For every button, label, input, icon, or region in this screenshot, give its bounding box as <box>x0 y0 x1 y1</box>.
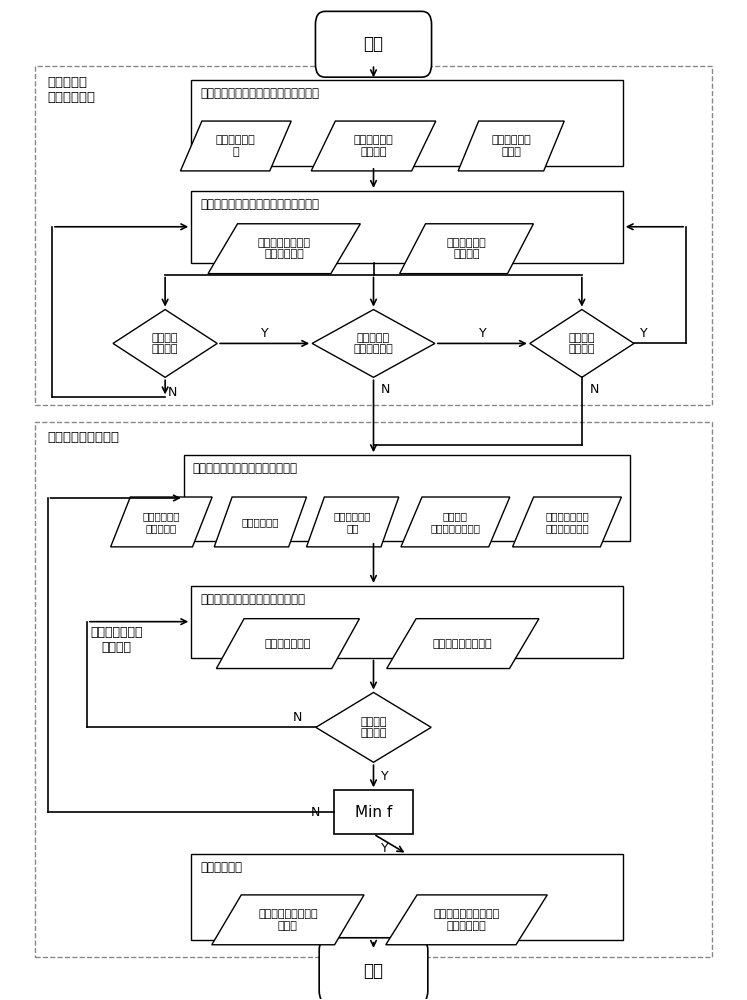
Polygon shape <box>400 224 533 274</box>
Text: 用户侧各终端用户最优
负荷削减方案: 用户侧各终端用户最优 负荷削减方案 <box>433 909 500 931</box>
Text: 能源设备技经
参数: 能源设备技经 参数 <box>334 511 371 533</box>
Polygon shape <box>181 121 291 171</box>
Text: Y: Y <box>261 327 268 340</box>
Polygon shape <box>530 310 634 377</box>
Text: Y: Y <box>381 770 388 783</box>
Polygon shape <box>387 619 539 669</box>
Polygon shape <box>458 121 564 171</box>
Text: 供能侧能量流动模型: 供能侧能量流动模型 <box>48 431 120 444</box>
Text: 区域内能源资
源禀赋参数: 区域内能源资 源禀赋参数 <box>143 511 180 533</box>
Text: 各用户用能类
型: 各用户用能类 型 <box>216 135 255 157</box>
Text: 各用户可削减负荷
的逐时削减率: 各用户可削减负荷 的逐时削减率 <box>258 238 311 259</box>
Text: 用户侧负荷
削减响应模型: 用户侧负荷 削减响应模型 <box>48 76 96 104</box>
Polygon shape <box>312 310 435 377</box>
Polygon shape <box>316 692 431 762</box>
Text: 供能侧能源系统模型决策变量赋值: 供能侧能源系统模型决策变量赋值 <box>200 593 305 606</box>
Polygon shape <box>113 310 217 377</box>
Text: 供能侧能源系统模型状态参数输入: 供能侧能源系统模型状态参数输入 <box>193 462 297 475</box>
Bar <box>191 586 623 658</box>
Text: 各用户用能逐
时需求量: 各用户用能逐 时需求量 <box>353 135 394 157</box>
Text: N: N <box>589 383 598 396</box>
Text: N: N <box>168 386 177 399</box>
Text: 负荷削减
潜力约束: 负荷削减 潜力约束 <box>152 333 179 354</box>
Bar <box>335 790 412 834</box>
Text: N: N <box>381 383 391 396</box>
Text: 负荷削减
次数约束: 负荷削减 次数约束 <box>568 333 595 354</box>
Bar <box>191 80 623 166</box>
Text: 用户侧负荷削减响应模型状态参数输入: 用户侧负荷削减响应模型状态参数输入 <box>200 87 319 100</box>
Polygon shape <box>217 619 359 669</box>
Text: 调度后的用户侧
逐时用能需求量: 调度后的用户侧 逐时用能需求量 <box>545 511 589 533</box>
Bar <box>191 191 623 263</box>
Polygon shape <box>512 497 622 547</box>
Polygon shape <box>385 895 548 945</box>
Bar <box>35 422 712 957</box>
Polygon shape <box>111 497 212 547</box>
Text: 能流供需
匹配约束: 能流供需 匹配约束 <box>360 717 387 738</box>
Text: 各设备逐时出功: 各设备逐时出功 <box>264 639 311 649</box>
Text: 规划区域
负荷削减激励机制: 规划区域 负荷削减激励机制 <box>430 511 480 533</box>
Bar <box>191 854 623 940</box>
Text: Min f: Min f <box>355 805 392 820</box>
Text: Y: Y <box>479 327 486 340</box>
FancyBboxPatch shape <box>315 11 432 77</box>
Text: 各设备启停状态参数: 各设备启停状态参数 <box>433 639 492 649</box>
Polygon shape <box>214 497 306 547</box>
Text: Y: Y <box>381 842 388 855</box>
Text: 各用户负荷削
减潜力: 各用户负荷削 减潜力 <box>492 135 531 157</box>
Text: 各用户的逐时
削减状态: 各用户的逐时 削减状态 <box>447 238 486 259</box>
Text: 开始: 开始 <box>364 35 383 53</box>
Text: 用户侧负荷削减
响应反馈: 用户侧负荷削减 响应反馈 <box>90 626 143 654</box>
Bar <box>35 66 712 405</box>
Text: Y: Y <box>640 327 648 340</box>
Text: 优化结果输出: 优化结果输出 <box>200 861 242 874</box>
Polygon shape <box>212 895 364 945</box>
Polygon shape <box>208 224 360 274</box>
Text: 负荷削减的
持续时间约束: 负荷削减的 持续时间约束 <box>353 333 394 354</box>
Text: 供能侧各设备最佳装
机容量: 供能侧各设备最佳装 机容量 <box>258 909 317 931</box>
Polygon shape <box>306 497 399 547</box>
Text: N: N <box>293 711 302 724</box>
Text: 结束: 结束 <box>364 962 383 980</box>
Polygon shape <box>311 121 436 171</box>
Text: 用户侧负荷削减响应模型决策变量赋值: 用户侧负荷削减响应模型决策变量赋值 <box>200 198 319 211</box>
Polygon shape <box>401 497 509 547</box>
Bar <box>184 455 630 541</box>
Text: N: N <box>311 806 320 819</box>
Text: 能源价格参数: 能源价格参数 <box>241 517 279 527</box>
FancyBboxPatch shape <box>319 938 428 1000</box>
